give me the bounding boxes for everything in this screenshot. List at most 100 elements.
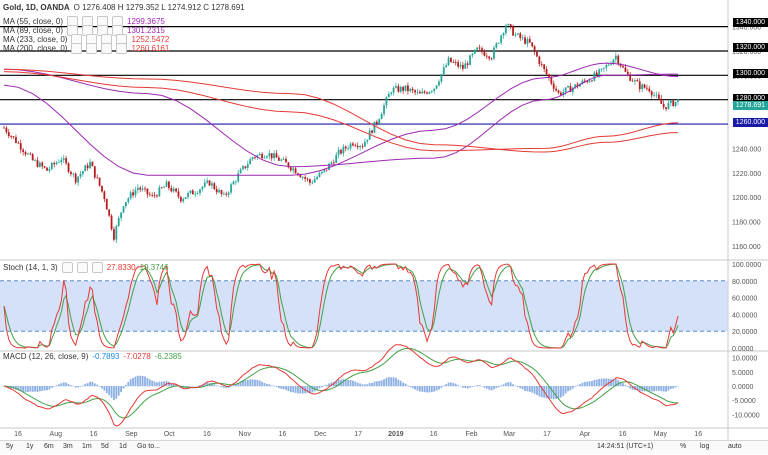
macd-histogram-bar bbox=[472, 386, 474, 387]
candle-body bbox=[216, 189, 218, 192]
candle-body bbox=[132, 192, 134, 195]
candle-body bbox=[96, 177, 98, 178]
candle-body bbox=[120, 212, 122, 218]
macd-histogram-bar bbox=[32, 386, 34, 392]
macd-histogram-bar bbox=[670, 386, 672, 389]
more-icon[interactable] bbox=[116, 43, 127, 54]
range-5y[interactable]: 5y bbox=[6, 443, 13, 450]
candle-body bbox=[534, 46, 536, 52]
range-6m[interactable]: 6m bbox=[44, 443, 54, 450]
range-5d[interactable]: 5d bbox=[101, 443, 109, 450]
macd-histogram-bar bbox=[39, 386, 41, 391]
candle-body bbox=[672, 101, 674, 107]
range-1m[interactable]: 1m bbox=[82, 443, 92, 450]
eye-icon[interactable] bbox=[71, 43, 82, 54]
macd-histogram-bar bbox=[213, 384, 215, 386]
macd-histogram-bar bbox=[137, 376, 139, 387]
candle-body bbox=[457, 62, 459, 66]
candle-body bbox=[464, 63, 466, 68]
candle-body bbox=[34, 160, 36, 161]
macd-histogram-bar bbox=[65, 383, 67, 387]
macd-histogram-bar bbox=[469, 386, 471, 388]
candle-body bbox=[484, 52, 486, 56]
x-tick-label: Feb bbox=[465, 431, 477, 438]
candle-body bbox=[311, 182, 313, 183]
candle-body bbox=[443, 67, 445, 74]
candle-body bbox=[632, 81, 634, 82]
macd-histogram-bar bbox=[527, 386, 529, 391]
eye-icon[interactable] bbox=[62, 262, 73, 273]
candle-body bbox=[51, 163, 53, 169]
candle-body bbox=[58, 162, 60, 163]
candle-body bbox=[197, 193, 199, 194]
candle-body bbox=[240, 169, 242, 173]
candle-body bbox=[665, 107, 667, 109]
macd-histogram-bar bbox=[359, 383, 361, 386]
candle-body bbox=[589, 81, 591, 83]
candle-body bbox=[452, 62, 454, 63]
range-1d[interactable]: 1d bbox=[119, 443, 127, 450]
macd-histogram-bar bbox=[476, 385, 478, 386]
candle-body bbox=[538, 57, 540, 65]
candle-body bbox=[295, 168, 297, 173]
x-tick-label: 16 bbox=[90, 431, 98, 438]
candle-body bbox=[80, 174, 82, 177]
candle-body bbox=[63, 158, 65, 160]
macd-histogram-bar bbox=[364, 384, 366, 386]
close-icon[interactable] bbox=[92, 262, 103, 273]
x-tick-label: Mar bbox=[503, 431, 516, 438]
macd-histogram-bar bbox=[486, 386, 488, 389]
candle-body bbox=[660, 99, 662, 104]
candle-body bbox=[144, 189, 146, 190]
level-label-1320: 1320.000 bbox=[733, 43, 768, 52]
macd-histogram-bar bbox=[653, 386, 655, 391]
candle-body bbox=[495, 43, 497, 47]
price-tick-label: 1200.000 bbox=[732, 195, 761, 202]
macd-histogram-bar bbox=[376, 381, 378, 386]
candle-body bbox=[261, 154, 263, 158]
settings-icon[interactable] bbox=[77, 262, 88, 273]
candle-body bbox=[139, 188, 141, 190]
macd-tick-label: 10.0000 bbox=[732, 356, 757, 363]
macd-histogram-bar bbox=[123, 386, 125, 388]
macd-histogram-bar bbox=[58, 384, 60, 386]
macd-histogram-bar bbox=[342, 379, 344, 386]
macd-histogram-bar bbox=[622, 383, 624, 386]
macd-histogram-bar bbox=[596, 380, 598, 387]
go-to-button[interactable]: Go to... bbox=[137, 443, 160, 450]
log-toggle[interactable]: log bbox=[700, 443, 709, 450]
candle-body bbox=[617, 56, 619, 64]
candle-body bbox=[168, 182, 170, 188]
macd-histogram-bar bbox=[567, 386, 569, 391]
stoch-tick-label: 20.0000 bbox=[732, 329, 757, 336]
macd-value-3: -6.2385 bbox=[155, 352, 182, 361]
candle-body bbox=[462, 65, 464, 69]
macd-histogram-bar bbox=[127, 382, 129, 386]
range-1y[interactable]: 1y bbox=[26, 443, 33, 450]
macd-histogram-bar bbox=[221, 386, 223, 387]
candle-body bbox=[158, 187, 160, 196]
moving-average-line bbox=[4, 72, 678, 151]
candle-body bbox=[431, 91, 433, 92]
candle-body bbox=[517, 33, 519, 34]
auto-toggle[interactable]: auto bbox=[728, 443, 742, 450]
settings-icon[interactable] bbox=[86, 43, 97, 54]
macd-histogram-bar bbox=[565, 386, 567, 394]
stoch-label: Stoch (14, 1, 3) bbox=[3, 263, 58, 272]
candle-body bbox=[524, 37, 526, 43]
macd-histogram-bar bbox=[457, 385, 459, 386]
candle-body bbox=[531, 42, 533, 46]
close-icon[interactable] bbox=[101, 43, 112, 54]
candle-body bbox=[77, 177, 79, 183]
percent-toggle[interactable]: % bbox=[680, 443, 686, 450]
macd-histogram-bar bbox=[436, 386, 438, 391]
candle-body bbox=[108, 210, 110, 216]
macd-histogram-bar bbox=[151, 381, 153, 387]
candle-body bbox=[101, 186, 103, 192]
candle-body bbox=[493, 48, 495, 59]
candle-body bbox=[436, 85, 438, 88]
range-3m[interactable]: 3m bbox=[63, 443, 73, 450]
candle-body bbox=[185, 197, 187, 199]
macd-histogram-bar bbox=[323, 385, 325, 386]
macd-histogram-bar bbox=[276, 386, 278, 387]
